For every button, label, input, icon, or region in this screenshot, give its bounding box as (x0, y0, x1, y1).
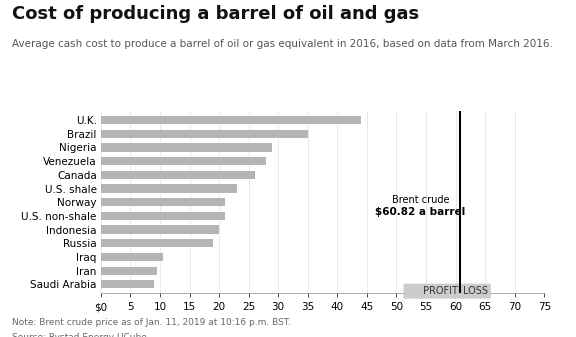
Text: Cost of producing a barrel of oil and gas: Cost of producing a barrel of oil and ga… (12, 5, 419, 23)
FancyBboxPatch shape (403, 284, 491, 299)
Bar (101, 212, 225, 220)
Text: Average cash cost to produce a barrel of oil or gas equivalent in 2016, based on: Average cash cost to produce a barrel of… (12, 39, 552, 49)
Text: PROFIT: PROFIT (423, 286, 457, 296)
Bar (101, 198, 225, 206)
Text: LOSS: LOSS (464, 286, 488, 296)
Bar (101, 280, 154, 288)
Text: Source: Rystad Energy UCube: Source: Rystad Energy UCube (12, 333, 146, 337)
Bar (101, 239, 213, 247)
Bar (101, 184, 237, 193)
Bar (101, 116, 361, 124)
Bar (101, 143, 272, 152)
Bar (101, 225, 219, 234)
Text: Note: Brent crude price as of Jan. 11, 2019 at 10:16 p.m. BST.: Note: Brent crude price as of Jan. 11, 2… (12, 318, 290, 328)
Bar (101, 253, 163, 261)
Text: $60.82 a barrel: $60.82 a barrel (375, 207, 465, 217)
Bar (101, 267, 157, 275)
Bar (101, 171, 255, 179)
Bar (101, 157, 266, 165)
Bar (101, 130, 308, 138)
Text: Brent crude: Brent crude (392, 195, 449, 205)
